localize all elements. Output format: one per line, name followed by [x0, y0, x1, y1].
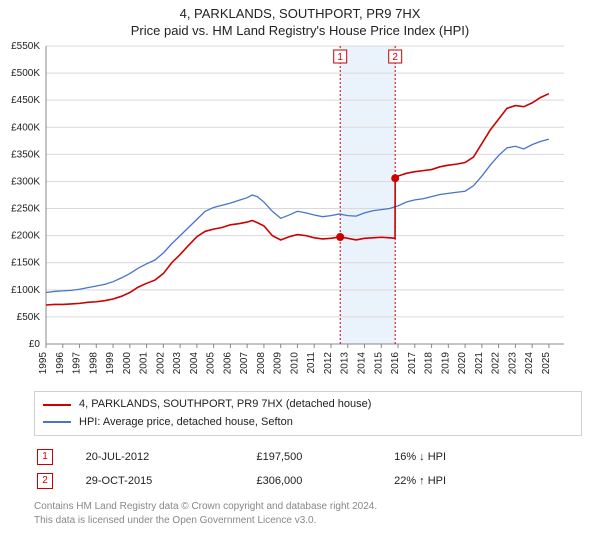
chart-title-subtitle: Price paid vs. HM Land Registry's House …: [0, 23, 600, 38]
svg-text:£450K: £450K: [11, 95, 40, 106]
svg-text:£250K: £250K: [11, 204, 40, 215]
svg-text:1995: 1995: [38, 352, 49, 375]
svg-text:2022: 2022: [491, 352, 502, 375]
chart-plot: £0 £50K £100K £150K £200K £250K £300K £350K £400…: [0, 40, 600, 385]
legend: 4, PARKLANDS, SOUTHPORT, PR9 7HX (detach…: [34, 391, 582, 436]
svg-text:1: 1: [337, 52, 343, 63]
svg-text:£150K: £150K: [11, 258, 40, 269]
svg-text:2023: 2023: [507, 352, 518, 375]
svg-text:2021: 2021: [474, 352, 485, 375]
event-price: £306,000: [256, 470, 392, 492]
svg-text:2007: 2007: [239, 352, 250, 375]
chart-container: 4, PARKLANDS, SOUTHPORT, PR9 7HX Price p…: [0, 0, 600, 527]
svg-text:2015: 2015: [373, 352, 384, 375]
svg-text:£550K: £550K: [11, 41, 40, 52]
svg-text:£50K: £50K: [17, 312, 41, 323]
svg-text:£200K: £200K: [11, 231, 40, 242]
event-pct: 22% ↑ HPI: [393, 470, 562, 492]
svg-text:2009: 2009: [273, 352, 284, 375]
legend-swatch-series1: [43, 404, 71, 406]
svg-text:2005: 2005: [206, 352, 217, 375]
svg-text:1996: 1996: [55, 352, 66, 375]
svg-text:2020: 2020: [457, 352, 468, 375]
svg-text:£100K: £100K: [11, 285, 40, 296]
legend-row-series2: HPI: Average price, detached house, Seft…: [43, 414, 573, 432]
event-pct: 16% ↓ HPI: [393, 446, 562, 468]
svg-text:2018: 2018: [424, 352, 435, 375]
svg-text:2004: 2004: [189, 352, 200, 375]
svg-text:£300K: £300K: [11, 176, 40, 187]
footer-line1: Contains HM Land Registry data © Crown c…: [34, 500, 564, 514]
footer: Contains HM Land Registry data © Crown c…: [34, 500, 564, 527]
legend-row-series1: 4, PARKLANDS, SOUTHPORT, PR9 7HX (detach…: [43, 396, 573, 414]
svg-text:2001: 2001: [139, 352, 150, 375]
event-row: 1 20-JUL-2012 £197,500 16% ↓ HPI: [36, 446, 562, 468]
footer-line2: This data is licensed under the Open Gov…: [34, 514, 564, 528]
svg-text:1997: 1997: [72, 352, 83, 375]
line-chart-svg: £0 £50K £100K £150K £200K £250K £300K £350K £400…: [0, 40, 568, 380]
svg-text:2011: 2011: [306, 352, 317, 374]
svg-text:2025: 2025: [541, 352, 552, 375]
legend-label-series2: HPI: Average price, detached house, Seft…: [79, 414, 293, 432]
chart-titles: 4, PARKLANDS, SOUTHPORT, PR9 7HX Price p…: [0, 0, 600, 40]
svg-text:1999: 1999: [105, 352, 116, 375]
svg-text:£350K: £350K: [11, 149, 40, 160]
svg-text:2002: 2002: [155, 352, 166, 375]
svg-text:2003: 2003: [172, 352, 183, 375]
svg-text:2017: 2017: [407, 352, 418, 375]
event-row: 2 29-OCT-2015 £306,000 22% ↑ HPI: [36, 470, 562, 492]
events-table: 1 20-JUL-2012 £197,500 16% ↓ HPI 2 29-OC…: [34, 444, 564, 494]
event-price: £197,500: [256, 446, 392, 468]
legend-label-series1: 4, PARKLANDS, SOUTHPORT, PR9 7HX (detach…: [79, 396, 371, 414]
svg-text:2013: 2013: [340, 352, 351, 375]
svg-text:2: 2: [392, 52, 398, 63]
svg-text:2008: 2008: [256, 352, 267, 375]
svg-text:2024: 2024: [524, 352, 535, 375]
chart-title-address: 4, PARKLANDS, SOUTHPORT, PR9 7HX: [0, 6, 600, 21]
svg-text:2016: 2016: [390, 352, 401, 375]
event-date: 20-JUL-2012: [85, 446, 254, 468]
svg-text:£400K: £400K: [11, 122, 40, 133]
svg-text:£500K: £500K: [11, 68, 40, 79]
event-marker-2: 2: [37, 473, 53, 489]
svg-text:2006: 2006: [222, 352, 233, 375]
svg-text:£0: £0: [29, 339, 41, 350]
svg-text:2012: 2012: [323, 352, 334, 375]
event-marker-1: 1: [37, 449, 53, 465]
svg-text:2000: 2000: [122, 352, 133, 375]
event-date: 29-OCT-2015: [85, 470, 254, 492]
legend-swatch-series2: [43, 421, 71, 423]
svg-text:2014: 2014: [357, 352, 368, 375]
svg-text:1998: 1998: [88, 352, 99, 375]
svg-text:2019: 2019: [440, 352, 451, 375]
svg-text:2010: 2010: [289, 352, 300, 375]
